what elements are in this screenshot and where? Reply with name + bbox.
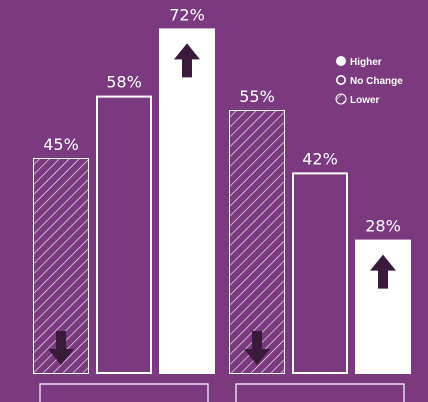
bar-group2-lower — [229, 110, 285, 374]
down-arrow-icon-group2 — [244, 331, 270, 365]
value-label-group1-no-change: 58% — [106, 73, 142, 92]
legend-lower-label: Lower — [350, 95, 380, 106]
bar-group2-no-change — [292, 172, 348, 374]
legend: Higher No Change Lower — [335, 56, 403, 106]
value-labels: 45% 58% 72% 55% 42% 28% — [43, 5, 401, 235]
bar-group1-higher — [159, 28, 215, 375]
up-arrow-icon-group1 — [174, 43, 200, 78]
value-label-group2-no-change: 42% — [302, 149, 338, 168]
up-arrow-icon-group2 — [370, 254, 396, 289]
down-arrow-icon-group1 — [48, 331, 74, 365]
legend-no-change-label: No Change — [350, 76, 403, 87]
legend-no-change-marker — [335, 75, 346, 86]
legend-higher-marker — [336, 56, 346, 66]
bars-layer — [33, 28, 411, 375]
group-bracket-2 — [235, 383, 405, 402]
group-brackets — [39, 383, 405, 402]
value-label-group2-higher: 28% — [365, 217, 401, 236]
bar-group1-no-change — [96, 95, 152, 374]
legend-higher-label: Higher — [350, 57, 382, 68]
value-label-group1-lower: 45% — [43, 135, 79, 154]
group-bracket-1 — [39, 383, 209, 402]
value-label-group2-lower: 55% — [239, 87, 275, 106]
value-label-group1-higher: 72% — [169, 5, 205, 24]
legend-lower-marker — [335, 93, 347, 105]
